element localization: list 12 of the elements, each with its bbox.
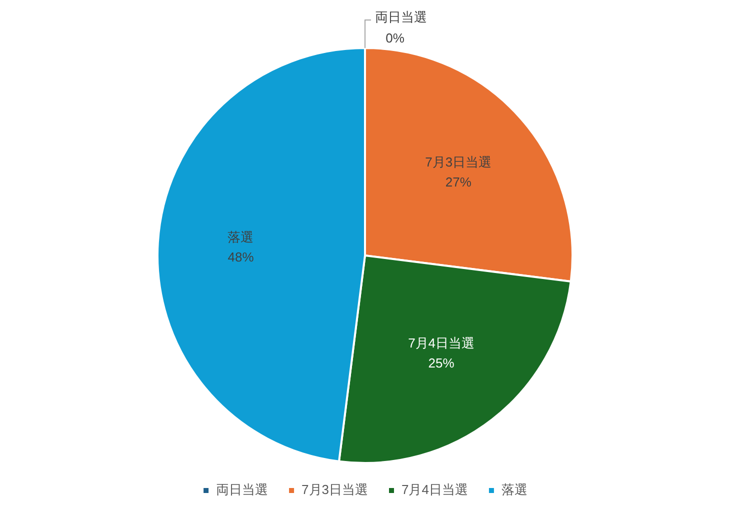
slice-label: 7月4日当選 <box>408 335 475 350</box>
slice-label: 落選 <box>228 229 254 244</box>
legend-label: 7月4日当選 <box>402 482 468 498</box>
text: 0% <box>386 30 404 46</box>
data-label: 27% <box>445 174 472 190</box>
legend-label: 7月3日当選 <box>302 482 368 498</box>
legend-label: 両日当選 <box>216 482 268 498</box>
legend-label: 落選 <box>501 482 528 498</box>
data-label: 48% <box>228 249 254 264</box>
slice-label: 7月3日当選 <box>425 154 492 170</box>
category-label: 両日当選 <box>375 10 427 25</box>
data-label: 25% <box>428 355 455 370</box>
